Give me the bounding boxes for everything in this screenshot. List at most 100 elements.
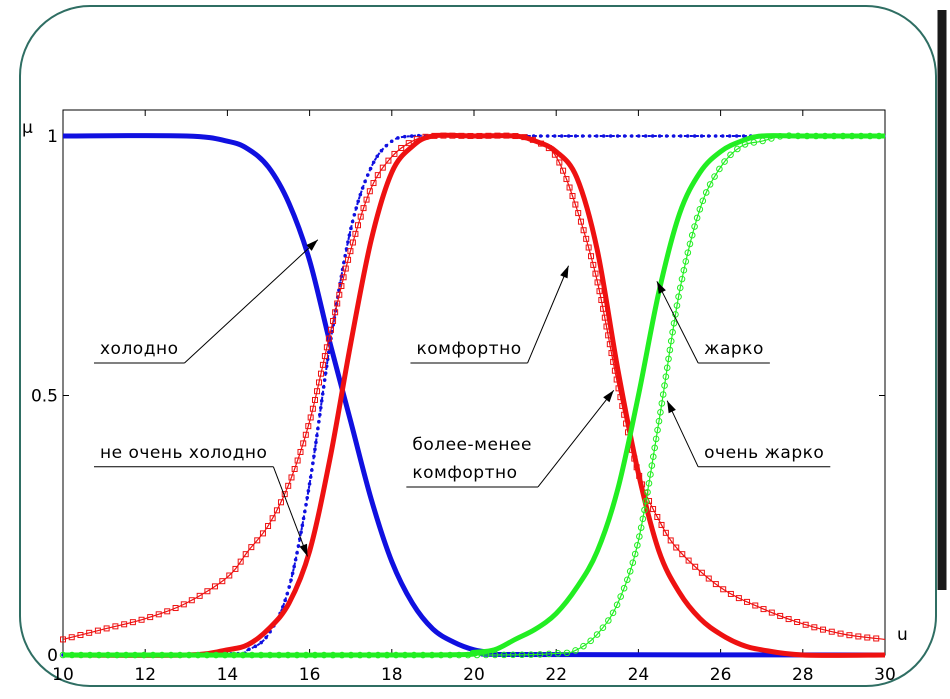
marker-square [794, 619, 801, 626]
marker-dot [299, 530, 303, 535]
series-more_or_less_comfortable [60, 132, 886, 643]
marker-circle [383, 651, 391, 659]
marker-square [294, 457, 301, 464]
marker-circle [866, 132, 874, 140]
marker-dot [601, 134, 606, 138]
marker-square [172, 605, 179, 612]
marker-circle [768, 135, 775, 142]
marker-circle [428, 651, 436, 659]
marker-dot [727, 134, 732, 138]
marker-square [485, 132, 492, 139]
marker-circle [663, 364, 671, 372]
marker-square [431, 132, 438, 139]
marker-square [332, 309, 339, 316]
marker-dot [310, 468, 314, 472]
annotation-leader [666, 400, 699, 467]
marker-dot [402, 134, 407, 139]
marker-square [639, 481, 646, 488]
marker-square [720, 586, 727, 593]
marker-circle [651, 444, 658, 452]
marker-square [603, 323, 610, 330]
marker-circle [347, 651, 355, 659]
marker-square [621, 411, 628, 418]
marker-square [577, 218, 584, 225]
marker-square [277, 499, 284, 506]
marker-circle [266, 651, 274, 659]
marker-circle [634, 541, 641, 549]
marker-square [556, 159, 563, 166]
marker-square [138, 616, 145, 623]
marker-dot [304, 502, 308, 507]
marker-dot [317, 419, 321, 424]
x-tick-label: 30 [874, 665, 896, 685]
marker-circle [185, 651, 193, 659]
series-very_hot [59, 132, 885, 659]
x-tick-label: 26 [710, 665, 732, 685]
marker-square [598, 296, 605, 303]
marker-dot [379, 148, 384, 153]
marker-square [538, 140, 545, 147]
marker-square [600, 305, 607, 312]
marker-dot [300, 523, 305, 528]
marker-dot [657, 134, 662, 138]
marker-dot [323, 371, 328, 375]
marker-square [692, 563, 699, 570]
marker-circle [68, 651, 76, 659]
arrowhead-icon [560, 265, 569, 279]
marker-dot [566, 134, 571, 138]
marker-square [572, 201, 579, 208]
marker-square [449, 132, 456, 139]
x-tick-label: 18 [381, 665, 403, 685]
annotation-comfortable: комфортно [410, 265, 569, 364]
marker-square [566, 184, 573, 191]
marker-circle [77, 651, 85, 659]
marker-dot [322, 378, 327, 382]
marker-dot [293, 557, 298, 562]
marker-square [551, 151, 558, 158]
marker-circle [649, 453, 657, 461]
marker-dot [538, 134, 543, 138]
marker-dot [350, 219, 355, 224]
marker-square [601, 314, 608, 321]
marker-square [398, 145, 405, 152]
marker-dot [552, 134, 557, 138]
marker-square [379, 164, 386, 171]
marker-dot [287, 585, 292, 589]
marker-square [370, 180, 377, 187]
marker-square [248, 544, 255, 551]
series-line-comfortable [62, 132, 886, 658]
marker-dot [678, 134, 683, 138]
marker-circle [599, 624, 607, 631]
marker-dot [650, 134, 655, 138]
marker-square [129, 619, 136, 626]
marker-circle [613, 601, 621, 609]
marker-square [440, 132, 447, 139]
marker-square [636, 472, 643, 479]
marker-dot [643, 134, 648, 138]
marker-dot [409, 134, 414, 138]
series-cold [62, 133, 886, 658]
marker-circle [221, 651, 229, 659]
marker-circle [293, 651, 301, 659]
marker-circle [464, 651, 472, 659]
marker-square [580, 227, 587, 234]
marker-dot [365, 173, 370, 177]
marker-dot [292, 564, 296, 569]
marker-circle [776, 133, 784, 140]
marker-circle [821, 132, 829, 140]
marker-circle [410, 651, 418, 659]
marker-square [837, 630, 844, 637]
marker-circle [320, 651, 328, 659]
marker-square [811, 624, 818, 631]
marker-square [312, 396, 319, 403]
marker-square [629, 446, 636, 453]
marker-square [336, 291, 343, 298]
marker-square [685, 557, 692, 564]
marker-dot [389, 139, 394, 144]
marker-circle [857, 132, 865, 140]
marker-dot [360, 186, 365, 190]
marker-square [623, 420, 630, 427]
arrowhead-icon [667, 400, 676, 414]
marker-square [269, 515, 276, 522]
marker-dot [247, 647, 251, 652]
